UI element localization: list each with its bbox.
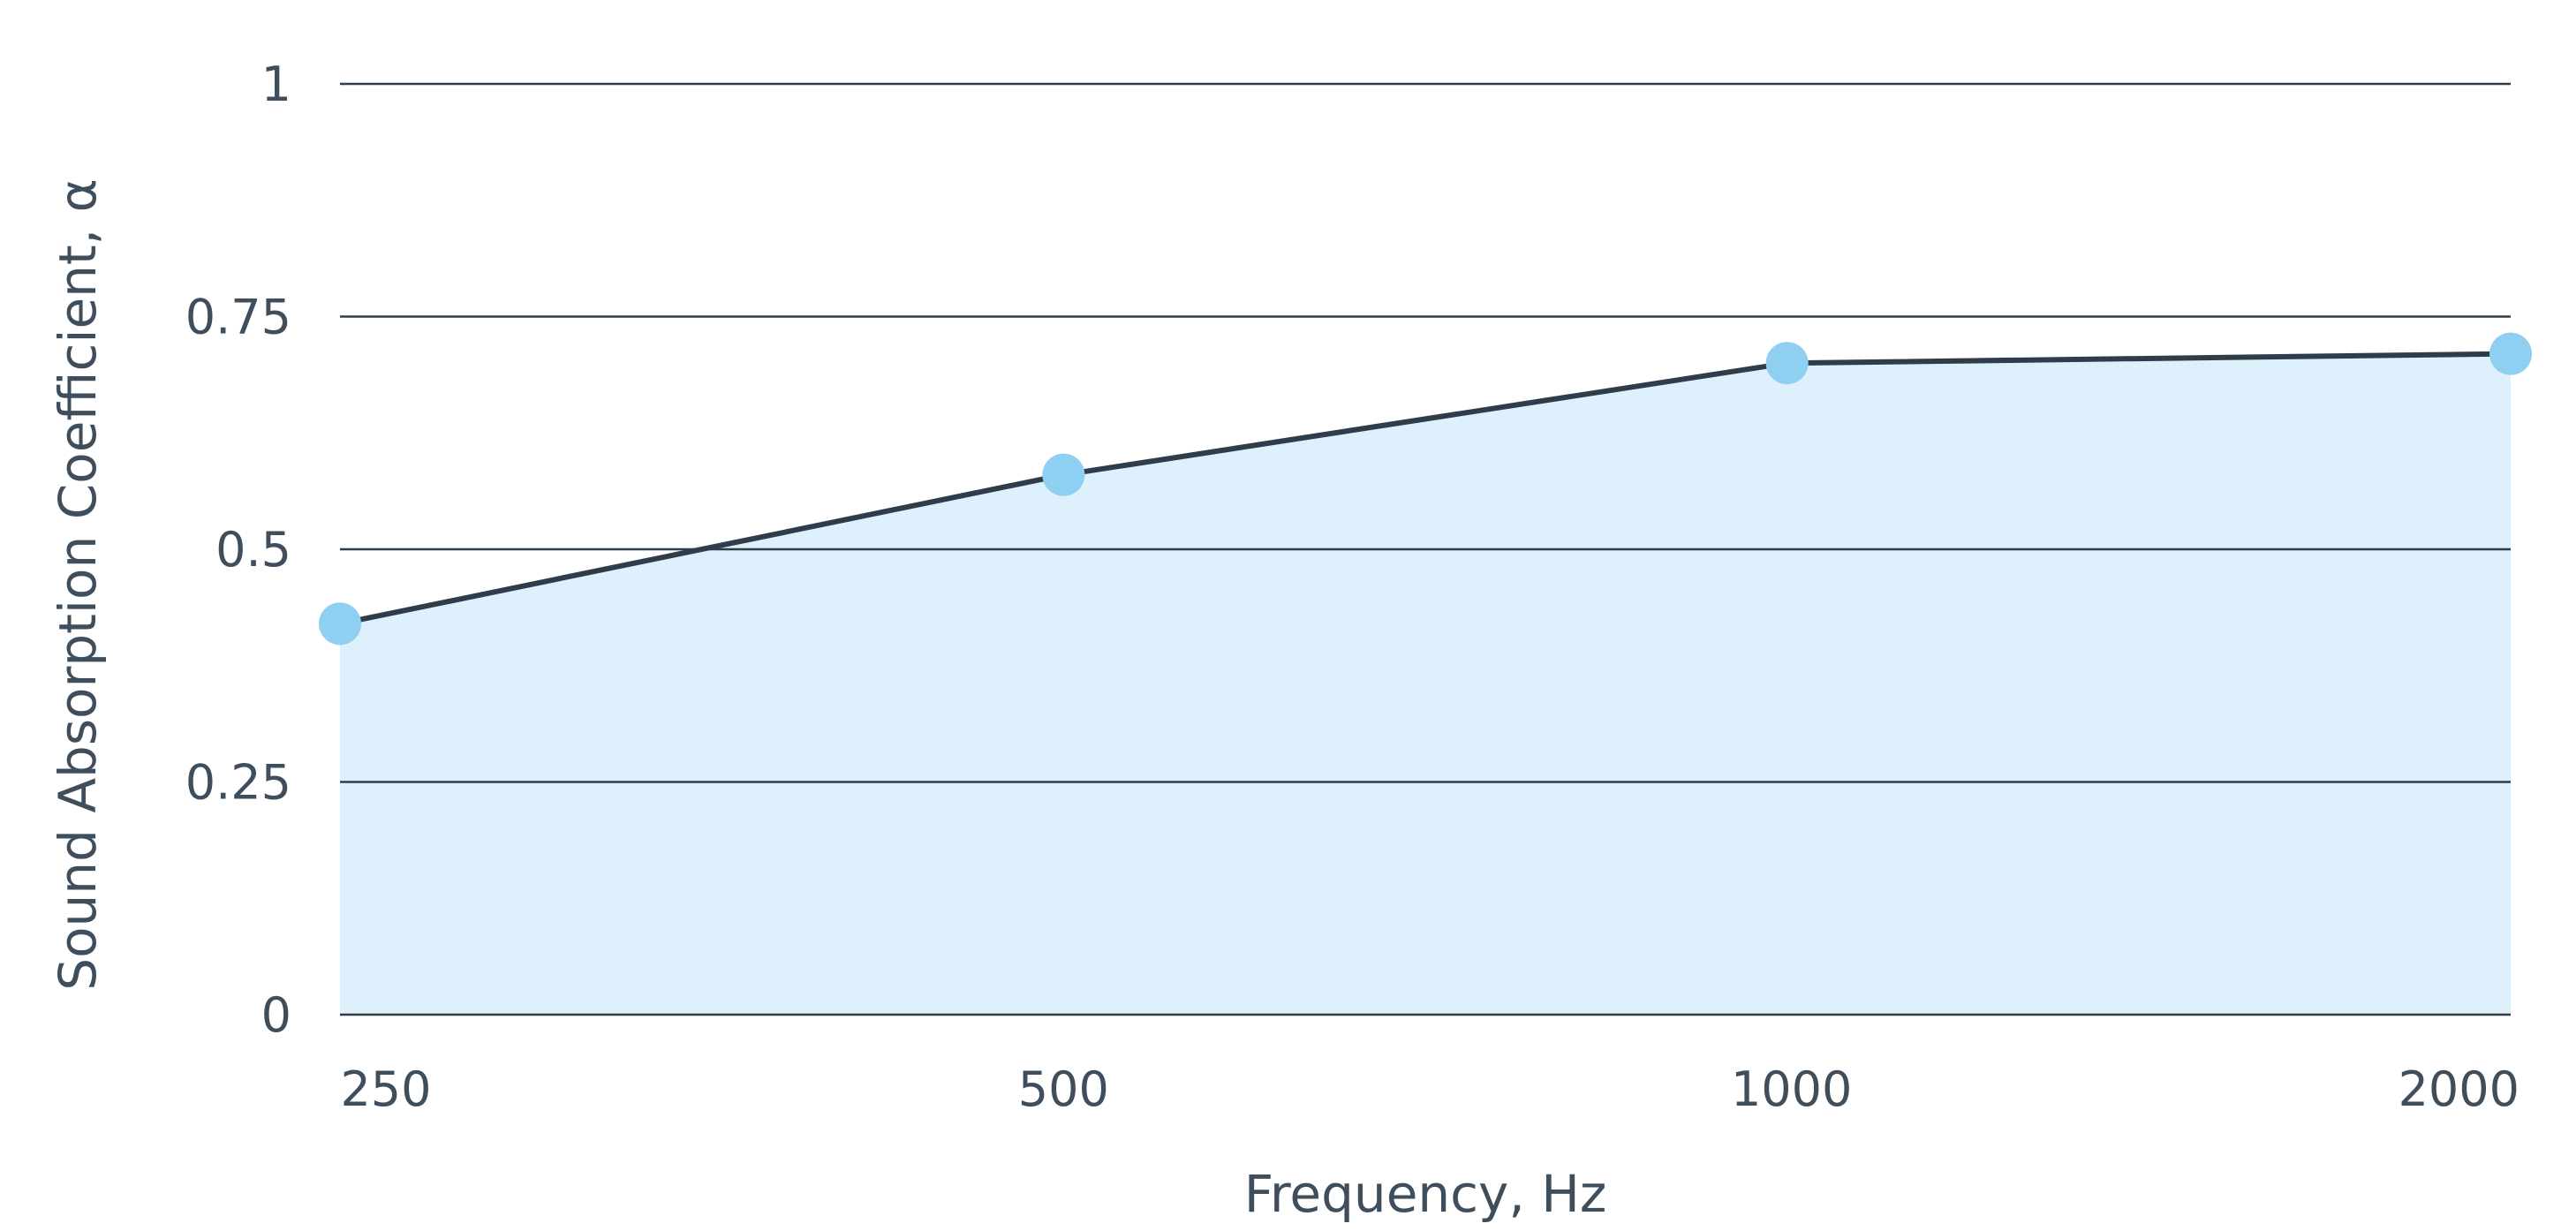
y-tick-label-0.75: 0.75 [185, 290, 291, 345]
data-point-2000 [2489, 332, 2532, 375]
data-point-1000 [1765, 342, 1809, 385]
x-tick-label-2000: 2000 [2398, 1061, 2519, 1117]
data-markers [319, 332, 2532, 646]
area-fill [340, 353, 2511, 1015]
x-axis-title: Frequency, Hz [1244, 1164, 1607, 1224]
y-tick-label-0: 0 [261, 987, 291, 1043]
data-point-500 [1042, 453, 1085, 496]
y-axis-title: Sound Absorption Coefficient, α [48, 178, 108, 991]
y-tick-label-1: 1 [261, 57, 291, 112]
x-tick-label-500: 500 [1018, 1061, 1109, 1117]
x-tick-label-1000: 1000 [1731, 1061, 1852, 1117]
data-point-250 [319, 602, 361, 646]
y-tick-label-0.25: 0.25 [185, 755, 291, 811]
plot-area [319, 82, 2532, 1016]
x-axis-tick-labels: 250 500 1000 2000 [340, 1061, 2519, 1117]
series-line [337, 351, 2513, 627]
y-tick-label-0.5: 0.5 [215, 522, 291, 578]
x-tick-label-250: 250 [340, 1061, 431, 1117]
y-axis-tick-labels: 0 0.25 0.5 0.75 1 [185, 57, 291, 1043]
